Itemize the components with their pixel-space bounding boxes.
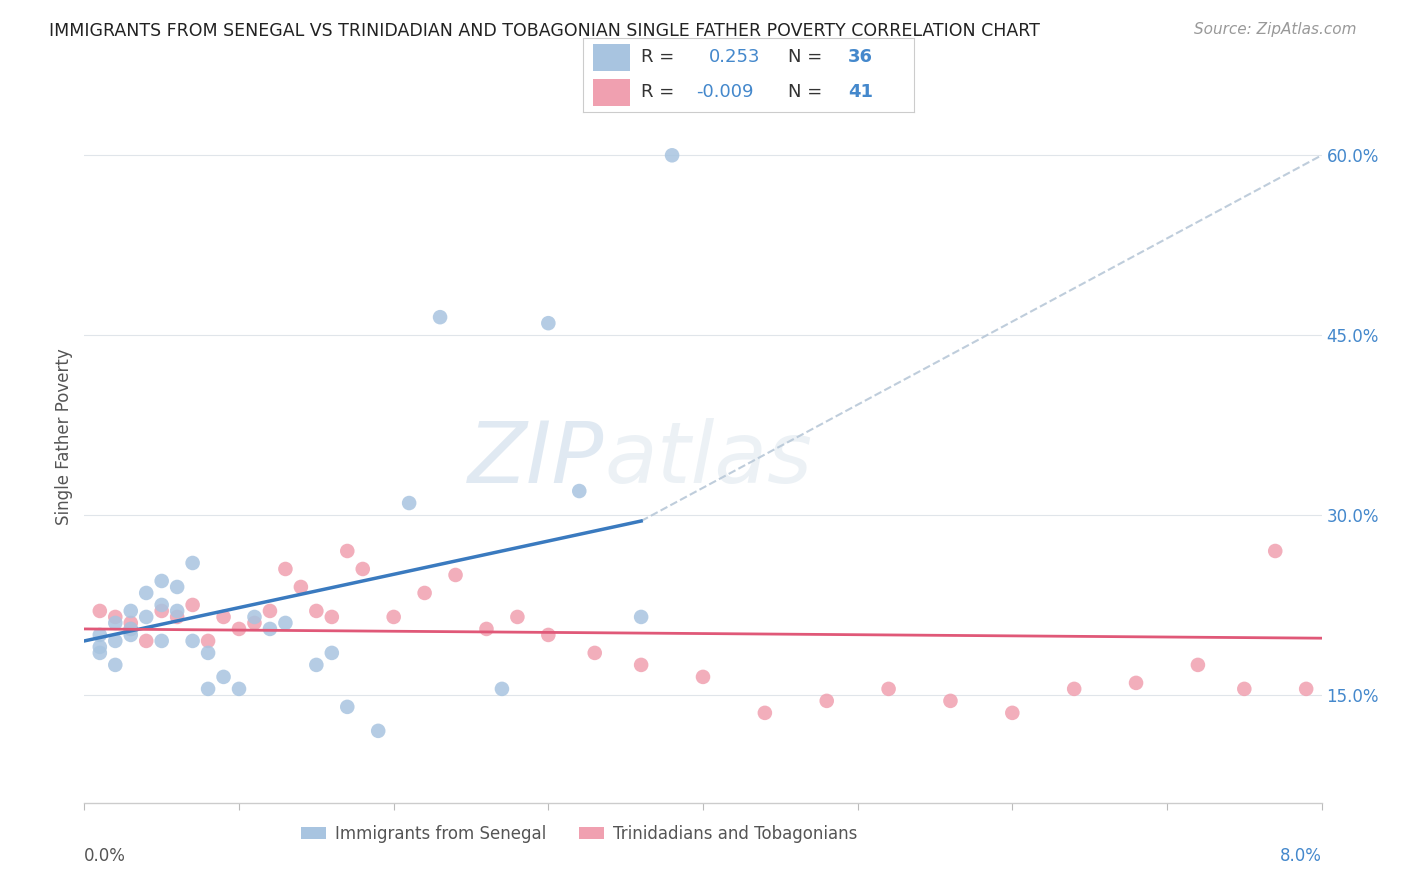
Point [243, 615, 266, 630]
Point [321, 646, 343, 660]
Point [1001, 706, 1024, 720]
Point [120, 622, 142, 636]
Point [1233, 681, 1256, 696]
Text: 8.0%: 8.0% [1279, 847, 1322, 864]
Text: 0.253: 0.253 [709, 48, 761, 66]
Text: R =: R = [641, 48, 675, 66]
Point [367, 723, 389, 738]
Point [104, 610, 127, 624]
Point [413, 586, 436, 600]
Point [382, 610, 405, 624]
Point [120, 628, 142, 642]
Point [89, 646, 111, 660]
Point [228, 681, 250, 696]
Point [1125, 676, 1147, 690]
Point [939, 694, 962, 708]
Point [290, 580, 312, 594]
Point [89, 640, 111, 654]
Point [89, 604, 111, 618]
Point [630, 657, 652, 672]
Point [583, 646, 606, 660]
Text: 41: 41 [848, 83, 873, 101]
Point [336, 699, 359, 714]
Point [181, 634, 204, 648]
Point [321, 610, 343, 624]
Text: R =: R = [641, 83, 675, 101]
Text: N =: N = [789, 83, 823, 101]
Point [104, 615, 127, 630]
Point [243, 610, 266, 624]
Point [444, 568, 467, 582]
Text: 36: 36 [848, 48, 873, 66]
Point [754, 706, 776, 720]
Point [661, 148, 683, 162]
Point [1295, 681, 1317, 696]
Point [336, 544, 359, 558]
Point [1063, 681, 1085, 696]
Legend: Immigrants from Senegal, Trinidadians and Tobagonians: Immigrants from Senegal, Trinidadians an… [295, 818, 863, 849]
Point [197, 681, 219, 696]
Text: IMMIGRANTS FROM SENEGAL VS TRINIDADIAN AND TOBAGONIAN SINGLE FATHER POVERTY CORR: IMMIGRANTS FROM SENEGAL VS TRINIDADIAN A… [49, 22, 1040, 40]
Point [135, 610, 157, 624]
Point [274, 562, 297, 576]
Text: 0.0%: 0.0% [84, 847, 127, 864]
Point [166, 604, 188, 618]
Text: -0.009: -0.009 [696, 83, 754, 101]
Point [104, 634, 127, 648]
Point [150, 604, 173, 618]
Point [120, 622, 142, 636]
Point [1357, 706, 1379, 720]
Point [212, 670, 235, 684]
Point [352, 562, 374, 576]
Text: ZIP: ZIP [468, 417, 605, 500]
Point [212, 610, 235, 624]
Point [120, 604, 142, 618]
Point [197, 634, 219, 648]
Point [1187, 657, 1209, 672]
Point [568, 483, 591, 498]
Point [228, 622, 250, 636]
Point [815, 694, 838, 708]
Point [259, 604, 281, 618]
Point [89, 628, 111, 642]
Point [150, 598, 173, 612]
Y-axis label: Single Father Poverty: Single Father Poverty [55, 349, 73, 525]
Text: atlas: atlas [605, 417, 813, 500]
Point [166, 580, 188, 594]
Point [104, 657, 127, 672]
Point [274, 615, 297, 630]
Point [537, 628, 560, 642]
Bar [593, 45, 630, 70]
Point [630, 610, 652, 624]
Point [491, 681, 513, 696]
Point [120, 615, 142, 630]
Point [197, 646, 219, 660]
Point [692, 670, 714, 684]
Point [135, 634, 157, 648]
Point [135, 586, 157, 600]
Text: N =: N = [789, 48, 823, 66]
Point [1326, 694, 1348, 708]
Point [181, 556, 204, 570]
Point [150, 574, 173, 588]
Point [429, 310, 451, 325]
Point [398, 496, 420, 510]
Point [1264, 544, 1286, 558]
Text: Source: ZipAtlas.com: Source: ZipAtlas.com [1194, 22, 1357, 37]
Point [877, 681, 900, 696]
Point [181, 598, 204, 612]
Point [150, 634, 173, 648]
Point [475, 622, 498, 636]
Point [305, 604, 328, 618]
Point [537, 316, 560, 330]
Bar [593, 79, 630, 105]
Point [305, 657, 328, 672]
Point [259, 622, 281, 636]
Point [506, 610, 529, 624]
Point [166, 610, 188, 624]
